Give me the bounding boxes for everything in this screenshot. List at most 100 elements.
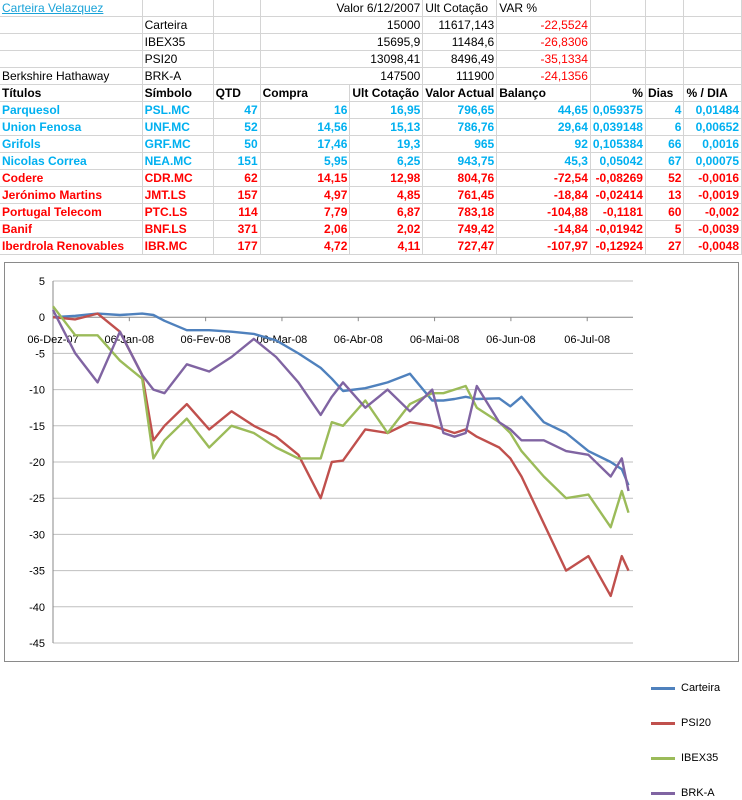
stock-cell-bal[interactable]: -104,88: [496, 203, 591, 221]
stock-cell-pct[interactable]: -0,1181: [590, 203, 646, 221]
stock-cell-valor[interactable]: 796,65: [422, 101, 498, 119]
summary-last[interactable]: 8496,49: [422, 50, 498, 68]
stock-cell-sym[interactable]: CDR.MC: [142, 169, 214, 187]
stock-cell-dias[interactable]: 27: [645, 237, 685, 255]
stock-cell-valor[interactable]: 783,18: [422, 203, 498, 221]
stock-cell-valor[interactable]: 965: [422, 135, 498, 153]
stock-cell-pct[interactable]: 0,059375: [590, 101, 646, 119]
cell-empty[interactable]: [590, 33, 646, 51]
cell-empty[interactable]: [645, 67, 685, 85]
stock-cell-valor[interactable]: 727,47: [422, 237, 498, 255]
cell-empty[interactable]: [213, 16, 261, 34]
stock-cell-name[interactable]: Nicolas Correa: [0, 152, 143, 170]
cell-empty[interactable]: [645, 50, 685, 68]
cell-empty[interactable]: [645, 16, 685, 34]
cell-empty[interactable]: [142, 0, 214, 17]
stock-cell-valor[interactable]: 804,76: [422, 169, 498, 187]
header-cell[interactable]: Ult Cotação: [349, 84, 424, 102]
stock-cell-dias[interactable]: 52: [645, 169, 685, 187]
cell-empty[interactable]: [683, 50, 742, 68]
stock-cell-name[interactable]: Portugal Telecom: [0, 203, 143, 221]
stock-cell-name[interactable]: Banif: [0, 220, 143, 238]
stock-cell-name[interactable]: Codere: [0, 169, 143, 187]
header-cell[interactable]: Compra: [260, 84, 351, 102]
stock-cell-qtd[interactable]: 157: [213, 186, 261, 204]
summary-var[interactable]: -35,1334: [496, 50, 591, 68]
stock-cell-valor[interactable]: 761,45: [422, 186, 498, 204]
stock-cell-qtd[interactable]: 177: [213, 237, 261, 255]
cell-empty[interactable]: [590, 0, 646, 17]
stock-cell-ult[interactable]: 6,25: [349, 152, 424, 170]
stock-cell-pd[interactable]: 0,0016: [683, 135, 742, 153]
stock-cell-bal[interactable]: -107,97: [496, 237, 591, 255]
stock-cell-name[interactable]: Union Fenosa: [0, 118, 143, 136]
summary-name[interactable]: Berkshire Hathaway: [0, 67, 143, 85]
summary-last[interactable]: 11617,143: [422, 16, 498, 34]
stock-cell-qtd[interactable]: 62: [213, 169, 261, 187]
header-cell[interactable]: Títulos: [0, 84, 143, 102]
stock-cell-qtd[interactable]: 114: [213, 203, 261, 221]
summary-name[interactable]: [0, 16, 143, 34]
stock-cell-qtd[interactable]: 47: [213, 101, 261, 119]
stock-cell-ult[interactable]: 4,11: [349, 237, 424, 255]
stock-cell-pct[interactable]: -0,01942: [590, 220, 646, 238]
stock-cell-qtd[interactable]: 52: [213, 118, 261, 136]
stock-cell-dias[interactable]: 13: [645, 186, 685, 204]
summary-value[interactable]: 147500: [260, 67, 424, 85]
summary-header-value[interactable]: Valor 6/12/2007: [260, 0, 424, 17]
stock-cell-valor[interactable]: 786,76: [422, 118, 498, 136]
stock-cell-bal[interactable]: 92: [496, 135, 591, 153]
stock-cell-pd[interactable]: -0,0039: [683, 220, 742, 238]
summary-last[interactable]: 11484,6: [422, 33, 498, 51]
stock-cell-bal[interactable]: -18,84: [496, 186, 591, 204]
stock-cell-dias[interactable]: 6: [645, 118, 685, 136]
header-cell[interactable]: Dias: [645, 84, 685, 102]
cell-empty[interactable]: [645, 0, 685, 17]
sheet-title[interactable]: Carteira Velazquez: [0, 0, 143, 17]
stock-cell-qtd[interactable]: 371: [213, 220, 261, 238]
stock-cell-sym[interactable]: GRF.MC: [142, 135, 214, 153]
stock-cell-bal[interactable]: -72,54: [496, 169, 591, 187]
stock-cell-dias[interactable]: 67: [645, 152, 685, 170]
stock-cell-ult[interactable]: 16,95: [349, 101, 424, 119]
stock-cell-sym[interactable]: UNF.MC: [142, 118, 214, 136]
stock-cell-sym[interactable]: BNF.LS: [142, 220, 214, 238]
cell-empty[interactable]: [683, 33, 742, 51]
stock-cell-pct[interactable]: 0,05042: [590, 152, 646, 170]
summary-symbol[interactable]: Carteira: [142, 16, 214, 34]
stock-cell-dias[interactable]: 5: [645, 220, 685, 238]
stock-cell-qtd[interactable]: 151: [213, 152, 261, 170]
summary-var[interactable]: -22,5524: [496, 16, 591, 34]
cell-empty[interactable]: [213, 50, 261, 68]
summary-value[interactable]: 15000: [260, 16, 424, 34]
stock-cell-ult[interactable]: 19,3: [349, 135, 424, 153]
summary-name[interactable]: [0, 33, 143, 51]
stock-cell-compra[interactable]: 4,72: [260, 237, 351, 255]
stock-cell-pct[interactable]: -0,02414: [590, 186, 646, 204]
cell-empty[interactable]: [645, 33, 685, 51]
stock-cell-pd[interactable]: -0,0016: [683, 169, 742, 187]
stock-cell-ult[interactable]: 6,87: [349, 203, 424, 221]
stock-cell-name[interactable]: Grifols: [0, 135, 143, 153]
stock-cell-pd[interactable]: 0,00075: [683, 152, 742, 170]
header-cell[interactable]: Símbolo: [142, 84, 214, 102]
stock-cell-dias[interactable]: 60: [645, 203, 685, 221]
summary-symbol[interactable]: PSI20: [142, 50, 214, 68]
cell-empty[interactable]: [683, 67, 742, 85]
stock-cell-valor[interactable]: 943,75: [422, 152, 498, 170]
stock-cell-compra[interactable]: 14,56: [260, 118, 351, 136]
stock-cell-compra[interactable]: 4,97: [260, 186, 351, 204]
stock-cell-pct[interactable]: 0,039148: [590, 118, 646, 136]
stock-cell-bal[interactable]: -14,84: [496, 220, 591, 238]
stock-cell-bal[interactable]: 29,64: [496, 118, 591, 136]
stock-cell-pd[interactable]: 0,00652: [683, 118, 742, 136]
summary-value[interactable]: 15695,9: [260, 33, 424, 51]
stock-cell-compra[interactable]: 16: [260, 101, 351, 119]
cell-empty[interactable]: [590, 50, 646, 68]
stock-cell-compra[interactable]: 5,95: [260, 152, 351, 170]
stock-cell-name[interactable]: Jerónimo Martins: [0, 186, 143, 204]
stock-cell-ult[interactable]: 4,85: [349, 186, 424, 204]
stock-cell-valor[interactable]: 749,42: [422, 220, 498, 238]
cell-empty[interactable]: [213, 67, 261, 85]
stock-cell-compra[interactable]: 14,15: [260, 169, 351, 187]
